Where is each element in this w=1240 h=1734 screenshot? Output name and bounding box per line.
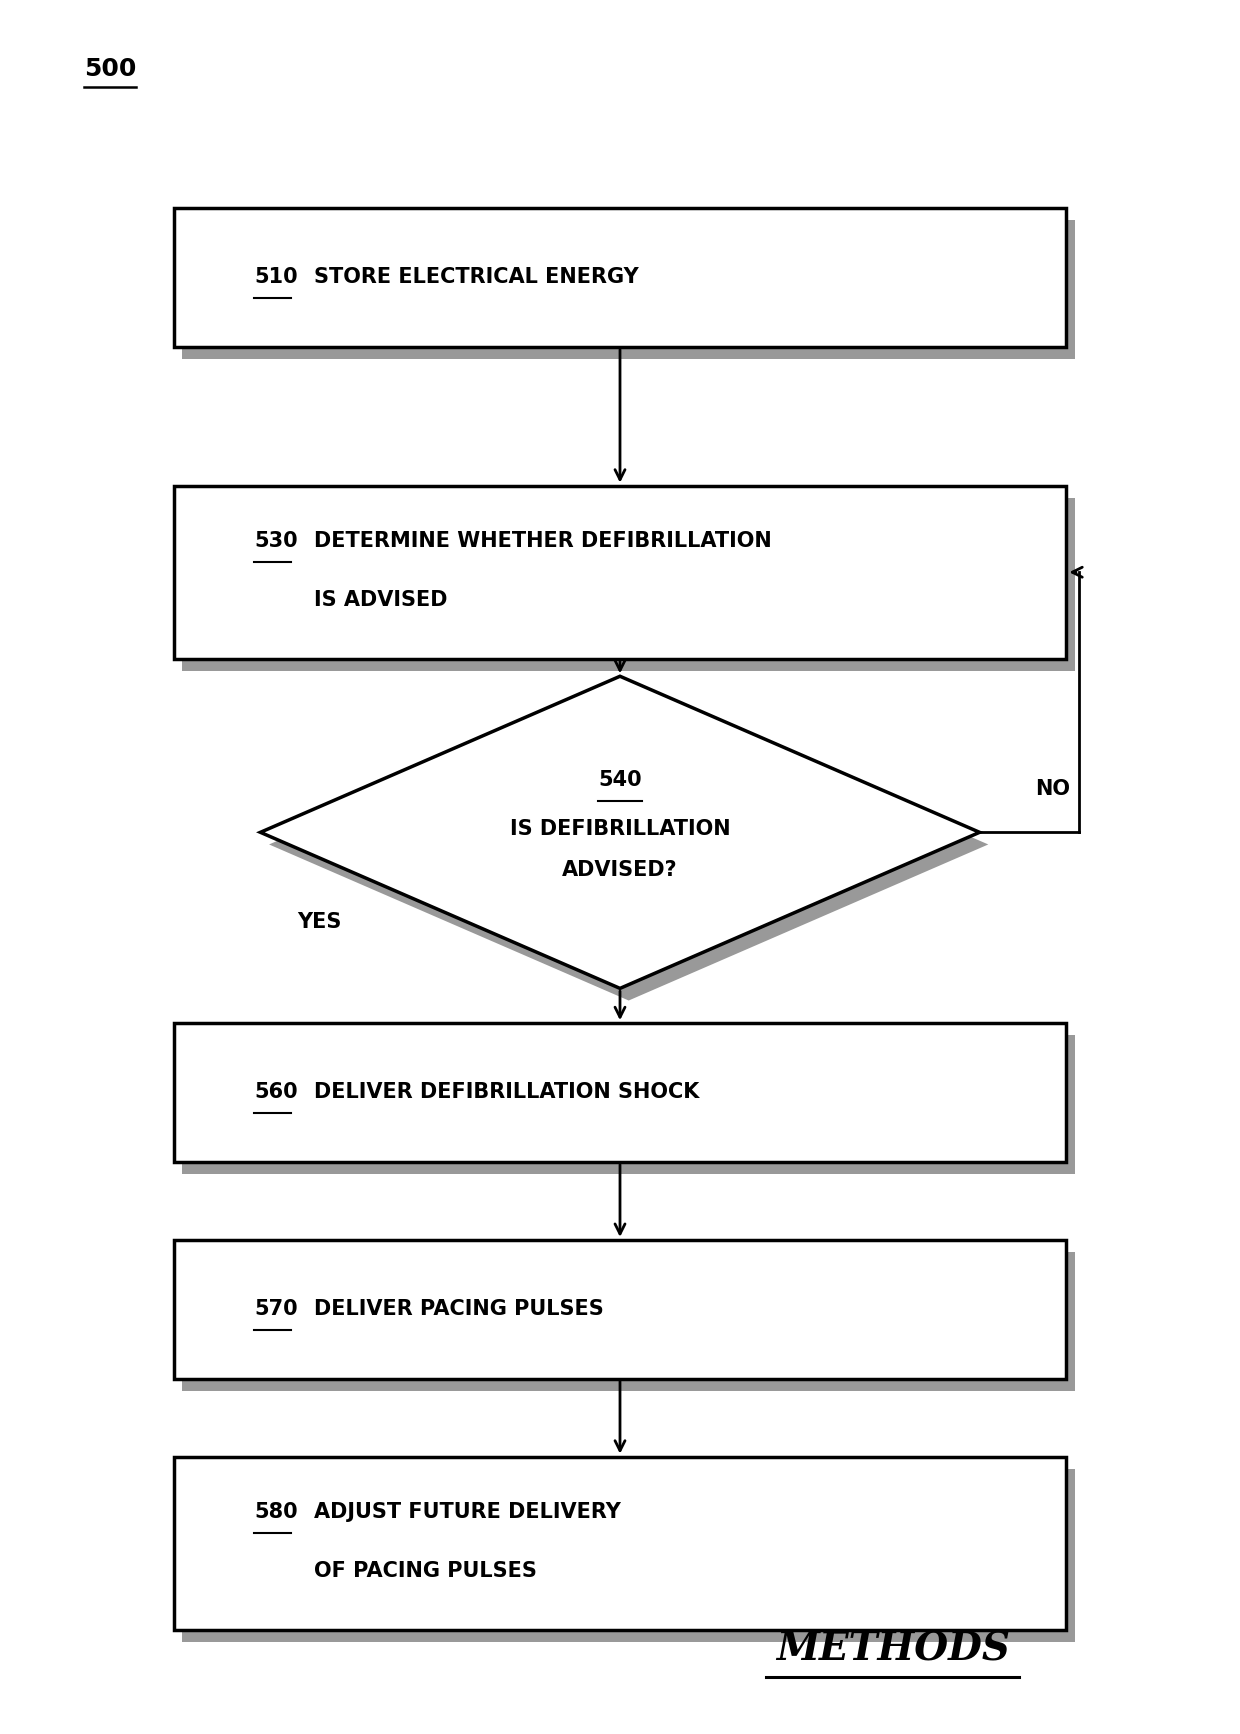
FancyBboxPatch shape	[182, 1035, 1075, 1174]
FancyBboxPatch shape	[182, 1469, 1075, 1642]
Text: 570: 570	[254, 1299, 298, 1320]
Text: 580: 580	[254, 1502, 298, 1522]
FancyBboxPatch shape	[182, 220, 1075, 359]
Text: 540: 540	[598, 770, 642, 791]
FancyBboxPatch shape	[182, 1252, 1075, 1391]
Text: ADJUST FUTURE DELIVERY: ADJUST FUTURE DELIVERY	[314, 1502, 620, 1522]
Text: 530: 530	[254, 531, 298, 551]
FancyBboxPatch shape	[174, 208, 1066, 347]
FancyBboxPatch shape	[174, 1457, 1066, 1630]
Text: DETERMINE WHETHER DEFIBRILLATION: DETERMINE WHETHER DEFIBRILLATION	[314, 531, 771, 551]
Text: DELIVER DEFIBRILLATION SHOCK: DELIVER DEFIBRILLATION SHOCK	[314, 1082, 699, 1103]
Text: STORE ELECTRICAL ENERGY: STORE ELECTRICAL ENERGY	[314, 267, 639, 288]
Text: OF PACING PULSES: OF PACING PULSES	[314, 1561, 537, 1581]
Polygon shape	[269, 688, 988, 1001]
Text: 560: 560	[254, 1082, 298, 1103]
Text: DELIVER PACING PULSES: DELIVER PACING PULSES	[314, 1299, 604, 1320]
Polygon shape	[260, 676, 980, 988]
FancyBboxPatch shape	[174, 1023, 1066, 1162]
Text: NO: NO	[1035, 779, 1070, 799]
Text: IS ADVISED: IS ADVISED	[314, 590, 448, 610]
Text: 510: 510	[254, 267, 298, 288]
Text: YES: YES	[298, 912, 342, 933]
Text: IS DEFIBRILLATION: IS DEFIBRILLATION	[510, 818, 730, 839]
FancyBboxPatch shape	[174, 1240, 1066, 1379]
Text: 500: 500	[84, 57, 136, 81]
FancyBboxPatch shape	[174, 486, 1066, 659]
Text: METHODS: METHODS	[776, 1630, 1009, 1668]
Text: ADVISED?: ADVISED?	[562, 860, 678, 881]
FancyBboxPatch shape	[182, 498, 1075, 671]
